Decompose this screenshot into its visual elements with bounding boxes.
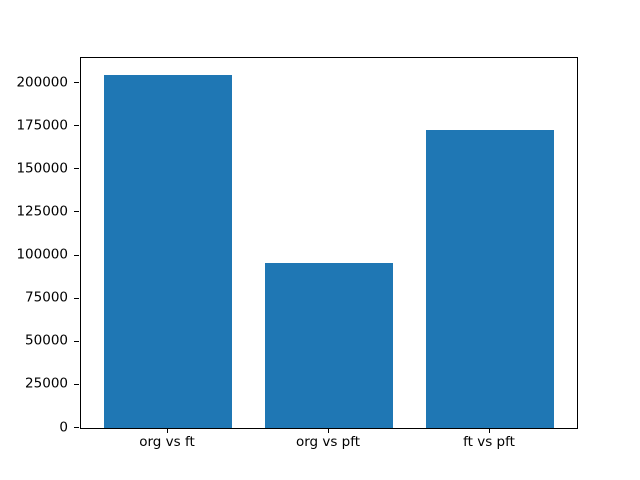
bar-ft-vs-pft [425, 130, 555, 428]
y-tick-label: 200000 [16, 73, 68, 90]
plot-area [80, 57, 578, 429]
y-tick-mark [74, 82, 79, 83]
x-tick-mark [328, 428, 329, 433]
y-tick-label: 75000 [25, 289, 68, 306]
x-tick-mark [167, 428, 168, 433]
y-tick-mark [74, 211, 79, 213]
y-tick-mark [74, 427, 79, 428]
x-tick-label: org vs ft [139, 434, 195, 450]
x-tick-label: org vs pft [295, 434, 361, 450]
y-tick-mark [74, 254, 79, 256]
y-tick-mark [74, 297, 79, 299]
y-tick-label: 50000 [25, 332, 68, 349]
x-tick-mark [489, 428, 490, 433]
y-tick-label: 0 [59, 418, 68, 435]
bar-org-vs-pft [264, 262, 394, 428]
y-tick-mark [74, 383, 79, 385]
bar-org-vs-ft [103, 74, 233, 428]
y-tick-label: 150000 [16, 160, 68, 177]
x-tick-label: ft vs pft [463, 434, 515, 450]
y-tick-mark [74, 125, 79, 127]
y-tick-label: 25000 [25, 375, 68, 392]
y-tick-label: 175000 [16, 116, 68, 133]
y-tick-mark [74, 168, 79, 170]
y-tick-mark [74, 340, 79, 342]
y-tick-label: 125000 [16, 203, 68, 220]
y-tick-label: 100000 [16, 246, 68, 263]
